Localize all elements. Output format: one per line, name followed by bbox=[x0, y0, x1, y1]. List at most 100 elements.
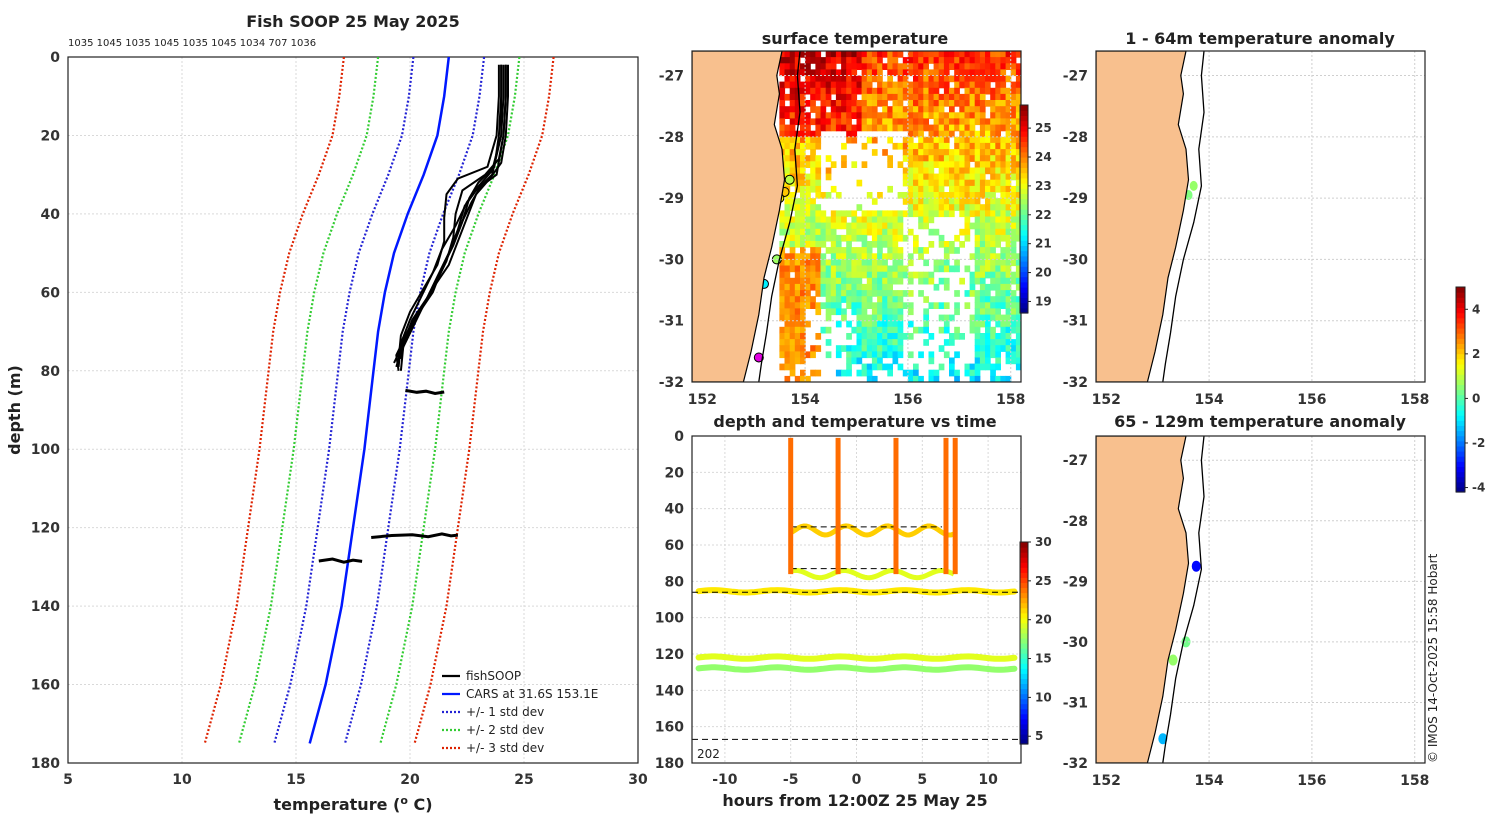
sst-cell bbox=[820, 69, 827, 77]
sst-cell bbox=[907, 51, 914, 58]
sst-cell bbox=[959, 185, 965, 193]
sst-cell bbox=[866, 363, 873, 371]
sst-cell bbox=[943, 320, 950, 328]
sst-cell bbox=[856, 314, 863, 322]
sst-cell bbox=[995, 87, 1001, 95]
sst-cell bbox=[784, 253, 791, 260]
time-depth-series-band bbox=[695, 653, 1018, 662]
sst-cell bbox=[866, 375, 873, 382]
sst-cell bbox=[810, 100, 816, 107]
time-depth-colorbar-band bbox=[1020, 562, 1028, 568]
profile-frame bbox=[67, 56, 639, 764]
fishsoop-bottom-line bbox=[318, 557, 363, 564]
sst-cell bbox=[779, 130, 786, 138]
surface-colorbar-band bbox=[1020, 136, 1028, 142]
surface-colorbar-ticklabel: 20 bbox=[1035, 266, 1052, 280]
sst-cell bbox=[964, 87, 971, 95]
sst-cell bbox=[964, 142, 971, 150]
sst-cell bbox=[1010, 228, 1017, 236]
sst-cell bbox=[964, 155, 971, 162]
sst-cell bbox=[851, 112, 858, 119]
sst-cell bbox=[985, 216, 991, 224]
sst-cell bbox=[820, 57, 827, 64]
sst-cell bbox=[800, 106, 806, 113]
sst-cell bbox=[805, 265, 811, 273]
surface-colorbar-band bbox=[1020, 172, 1028, 179]
sst-cell bbox=[985, 326, 991, 334]
anomaly-colorbar-band bbox=[1456, 369, 1465, 375]
sst-cell bbox=[974, 75, 981, 83]
sst-cell bbox=[943, 112, 950, 119]
sst-cell bbox=[954, 142, 960, 150]
sst-cell bbox=[810, 57, 816, 64]
sst-cell bbox=[779, 100, 786, 107]
sst-cell bbox=[964, 210, 971, 218]
sst-cell bbox=[985, 241, 991, 248]
sst-cell bbox=[979, 234, 986, 242]
sst-cell bbox=[825, 302, 832, 309]
surface-colorbar-band bbox=[1020, 276, 1028, 283]
sst-cell bbox=[1005, 351, 1012, 359]
sst-cell bbox=[877, 57, 883, 64]
sst-cell bbox=[1010, 314, 1017, 322]
surface-colorbar-band bbox=[1020, 209, 1028, 215]
sst-cell bbox=[964, 106, 971, 113]
sst-cell bbox=[794, 345, 801, 352]
sst-cell bbox=[902, 302, 909, 309]
sst-cell bbox=[979, 63, 986, 70]
sst-cell bbox=[949, 357, 955, 365]
sst-cell bbox=[964, 75, 971, 83]
sst-cell bbox=[1010, 149, 1017, 156]
sst-cell bbox=[846, 296, 852, 303]
sst-cell bbox=[913, 363, 919, 371]
sst-cell bbox=[800, 302, 806, 309]
sst-cell bbox=[779, 314, 786, 322]
surface-colorbar-band bbox=[1020, 261, 1028, 267]
sst-cell bbox=[789, 277, 796, 285]
sst-cell bbox=[800, 149, 806, 156]
sst-cell bbox=[949, 112, 955, 119]
sst-cell bbox=[954, 63, 960, 70]
sst-cell bbox=[979, 216, 986, 224]
sst-cell bbox=[794, 302, 801, 309]
sst-cell bbox=[990, 271, 996, 279]
sst-cell bbox=[923, 222, 929, 230]
sst-cell bbox=[794, 118, 801, 126]
sst-cell bbox=[810, 283, 816, 291]
sst-cell bbox=[835, 345, 842, 352]
sst-cell bbox=[877, 210, 883, 218]
sst-cell bbox=[897, 124, 904, 132]
sst-cell bbox=[928, 100, 935, 107]
sst-cell bbox=[856, 253, 863, 260]
sst-cell bbox=[969, 63, 976, 70]
sst-cell bbox=[835, 118, 842, 126]
sst-cell bbox=[846, 106, 852, 113]
sst-cell bbox=[877, 277, 883, 285]
sst-cell bbox=[846, 283, 852, 291]
sst-cell bbox=[907, 290, 914, 297]
sst-cell bbox=[969, 81, 976, 89]
sst-cell bbox=[918, 222, 924, 230]
anomaly-colorbar-band bbox=[1456, 353, 1465, 360]
anom-deep-map-ytick: -29 bbox=[1063, 574, 1088, 590]
sst-cell bbox=[979, 302, 986, 309]
sst-cell bbox=[892, 357, 899, 365]
surface-map-ytick: -31 bbox=[659, 314, 684, 330]
sst-cell bbox=[887, 136, 893, 144]
sst-cell bbox=[794, 136, 801, 144]
sst-cell bbox=[1005, 142, 1012, 150]
sst-cell bbox=[995, 333, 1001, 340]
sst-cell bbox=[897, 81, 904, 89]
profile-ytick: 80 bbox=[41, 364, 61, 380]
sst-cell bbox=[928, 69, 935, 77]
sst-cell bbox=[974, 375, 981, 382]
sst-cell bbox=[856, 75, 863, 83]
sst-cell bbox=[949, 192, 955, 199]
sst-cell bbox=[887, 216, 893, 224]
sst-cell bbox=[990, 179, 996, 187]
sst-cell bbox=[907, 351, 914, 359]
sst-cell bbox=[871, 63, 878, 70]
surface-colorbar-band bbox=[1020, 193, 1028, 200]
anomaly-colorbar-frame bbox=[1455, 286, 1466, 493]
sst-cell bbox=[830, 290, 837, 297]
